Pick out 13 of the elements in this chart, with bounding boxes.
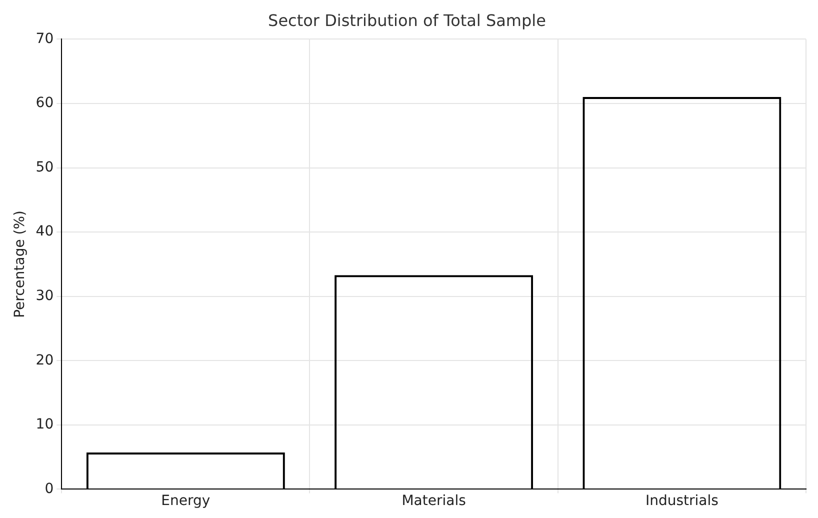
x-tick-label: Materials: [402, 493, 466, 510]
y-tick-label: 60: [36, 95, 54, 112]
x-tick-label: Industrials: [645, 493, 718, 510]
y-tick-label: 0: [44, 480, 54, 497]
y-tick-label: 30: [36, 288, 54, 304]
y-tick-label: 40: [36, 224, 54, 240]
chart-title: Sector Distribution of Total Sample: [268, 10, 546, 30]
y-tick-label: 70: [36, 30, 54, 47]
y-tick-label: 10: [36, 416, 54, 433]
y-axis-title: Percentage (%): [12, 210, 28, 318]
x-tick-label: Energy: [161, 493, 210, 510]
y-tick-label: 50: [36, 159, 54, 176]
y-tick-label: 20: [36, 352, 54, 368]
